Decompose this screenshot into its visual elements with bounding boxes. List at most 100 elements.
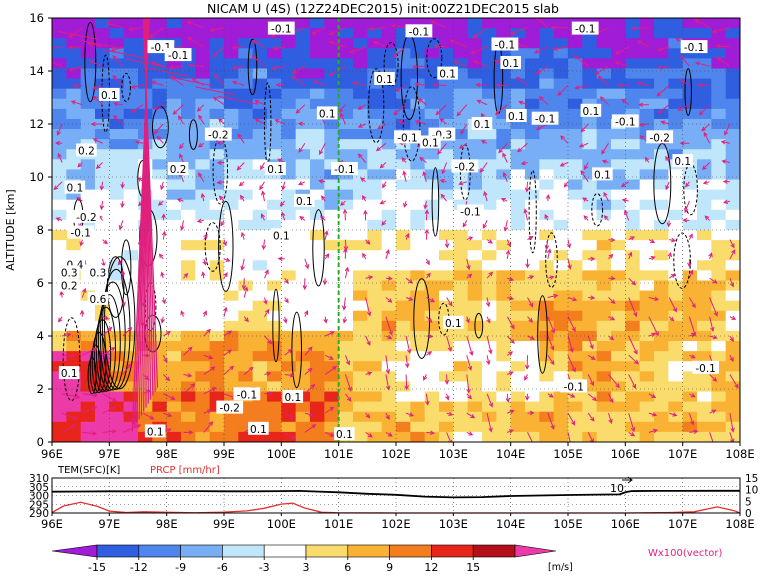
contour-label: 0.1 xyxy=(474,119,491,131)
shading-cell xyxy=(267,98,282,110)
shading-cell xyxy=(52,18,67,29)
shading-cell xyxy=(166,189,182,201)
shading-cell xyxy=(482,98,497,110)
wind-vector xyxy=(711,27,731,34)
shading-cell xyxy=(338,401,354,413)
contour-label: -0.1 xyxy=(695,363,716,375)
shading-cell xyxy=(95,28,110,39)
shading-cell xyxy=(439,219,454,231)
shading-cell xyxy=(353,58,368,70)
shading-cell xyxy=(367,431,383,442)
shading-cell xyxy=(381,179,397,191)
wind-vector xyxy=(284,431,297,440)
shading-cell xyxy=(482,230,497,241)
shading-cell xyxy=(711,219,727,231)
wind-vector xyxy=(608,335,615,341)
shading-cell xyxy=(424,38,440,49)
wind-vector xyxy=(218,95,259,105)
shading-cell xyxy=(152,209,168,221)
wind-vector xyxy=(153,104,164,110)
shading-cell xyxy=(539,18,555,29)
shading-cell xyxy=(224,330,239,342)
wind-vector xyxy=(365,239,371,245)
colorbar-ticks: -15 -12 -9 -6 -3 3 6 9 12 15 xyxy=(88,557,480,574)
shading-cell xyxy=(553,330,569,342)
wind-vector xyxy=(466,431,474,436)
wind-vector xyxy=(552,46,569,51)
shading-cell xyxy=(295,381,311,393)
shading-cell xyxy=(310,169,325,181)
wind-vector xyxy=(507,409,515,414)
shading-cell xyxy=(310,270,325,282)
contour-label-bg xyxy=(99,87,120,101)
shading-cell xyxy=(209,48,225,59)
contour-line xyxy=(591,193,604,227)
shading-cell xyxy=(52,300,67,312)
wind-vector xyxy=(80,40,121,49)
shading-cell xyxy=(510,431,526,442)
contour-label: 0.1 xyxy=(101,90,118,102)
shading-cell xyxy=(396,270,411,282)
shading-cell xyxy=(410,48,426,59)
shading-cell xyxy=(238,179,254,191)
shading-cell xyxy=(410,290,426,302)
shading-cell xyxy=(424,250,440,261)
shading-cell xyxy=(697,411,712,423)
shading-cell xyxy=(381,108,397,120)
shading-cell xyxy=(510,189,526,201)
shading-cell xyxy=(697,98,712,110)
shading-cell xyxy=(510,381,526,393)
shading-cell xyxy=(224,179,239,191)
wind-vector xyxy=(198,172,205,183)
shading-cell xyxy=(424,169,440,181)
shading-cell xyxy=(725,98,740,110)
wind-vector xyxy=(696,83,710,88)
shading-cell xyxy=(238,38,254,49)
shading-cell xyxy=(725,361,740,372)
shading-cell xyxy=(568,179,583,191)
wind-vector xyxy=(524,355,530,370)
shading-cell xyxy=(109,209,125,221)
shading-cell xyxy=(596,159,612,171)
shading-cell xyxy=(654,18,669,29)
shading-cell xyxy=(195,330,211,342)
bottom-x-ticks: 96E 97E 98E 99E 100E 101E 102E 103E 104E 105E 106E… xyxy=(41,513,755,531)
wind-vector xyxy=(486,335,493,355)
shading-cell xyxy=(711,260,727,271)
shading-cell xyxy=(424,320,440,332)
bottom-x-tick-label: 104E xyxy=(496,517,525,531)
shading-cell xyxy=(654,401,669,413)
shading-cell xyxy=(95,391,110,403)
shading-cell xyxy=(324,270,340,282)
shading-cell xyxy=(611,320,626,332)
shading-cell xyxy=(410,361,426,372)
shading-cell xyxy=(410,38,426,49)
shading-cell xyxy=(324,401,340,413)
shading-cell xyxy=(654,149,669,160)
wind-vector xyxy=(223,272,228,279)
shading-cell xyxy=(396,18,411,29)
shading-cell xyxy=(209,371,225,383)
wind-vector xyxy=(685,181,690,188)
shading-cell xyxy=(453,371,469,383)
shading-cell xyxy=(52,310,67,322)
shading-cell xyxy=(238,371,254,383)
wind-vector xyxy=(729,278,735,288)
shading-cell xyxy=(396,371,411,383)
wind-vector xyxy=(382,181,387,189)
shading-cell xyxy=(324,260,340,271)
shading-cell xyxy=(639,431,655,442)
shading-cell xyxy=(281,159,297,171)
wind-vector xyxy=(328,65,346,77)
precipitation-line xyxy=(51,501,741,514)
shading-cell xyxy=(453,401,469,413)
wind-vector xyxy=(433,43,447,49)
shading-cell xyxy=(711,118,727,130)
shading-cell xyxy=(66,250,82,261)
shading-cell xyxy=(238,300,254,312)
shading-cell xyxy=(310,341,325,352)
shading-cell xyxy=(482,68,497,80)
contour-label: -0.1 xyxy=(237,389,258,401)
shading-cell xyxy=(596,371,612,383)
